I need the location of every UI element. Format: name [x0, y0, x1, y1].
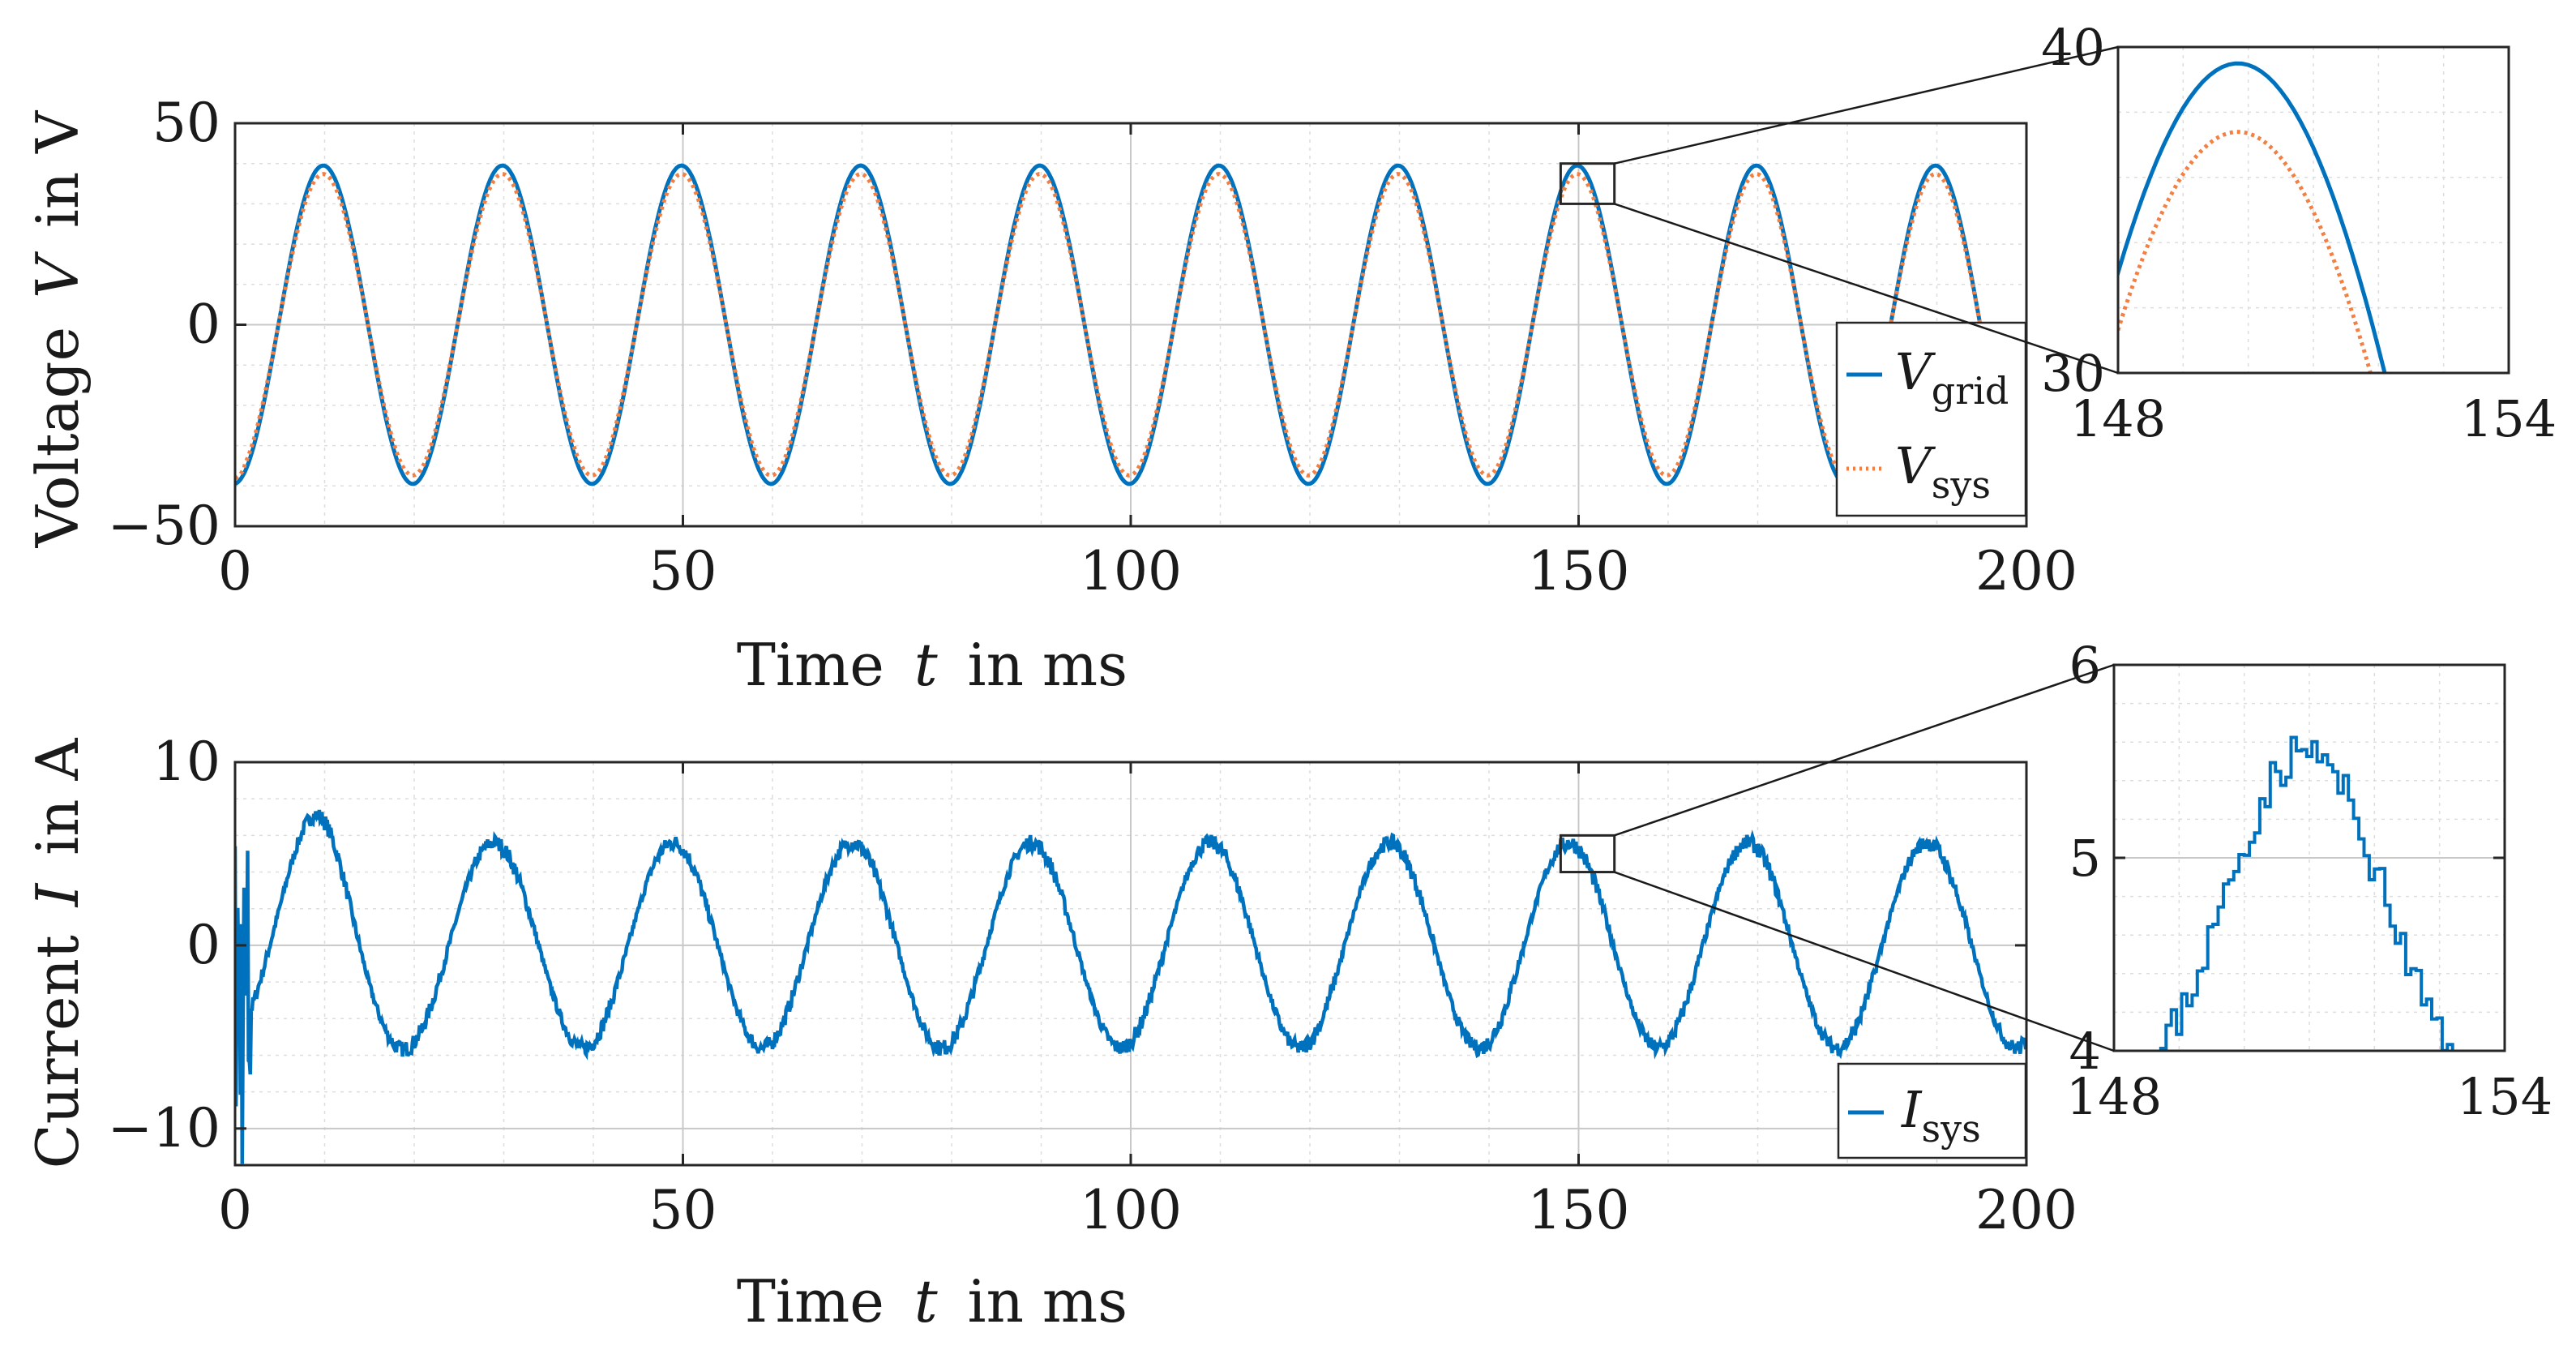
- legend-vsys-label: Vsys: [1895, 436, 1991, 507]
- voltage-inset-series-layer: [2118, 61, 2387, 373]
- current-main-plot: 0 50 100 150 200 −10 0 10 Isys Time t in ms Cur…: [24, 731, 2077, 1335]
- current-zoom-connectors: [1614, 663, 2115, 1052]
- current-zoom-box: [1559, 834, 1616, 874]
- x-tick-label: 100: [1080, 1179, 1182, 1241]
- voltage-grid: [234, 122, 2027, 527]
- x-tick-label: 148: [2070, 389, 2166, 448]
- x-tick-label: 0: [218, 540, 252, 602]
- y-tick-label: 10: [152, 731, 220, 793]
- inset-series-v-grid: [2118, 61, 2387, 373]
- voltage-zoom-connectors: [1614, 45, 2119, 375]
- current-x-axis-label: Time t in ms: [737, 1267, 1128, 1335]
- current-inset-tick-layer: 148 154 4 5 6: [2066, 636, 2552, 1126]
- y-tick-label: 40: [2041, 18, 2105, 77]
- y-tick-label: 30: [2041, 344, 2105, 403]
- y-tick-label: 5: [2069, 829, 2101, 888]
- x-tick-label: 200: [1975, 1179, 2077, 1241]
- current-grid: [234, 761, 2027, 1166]
- voltage-zoom-inset: 148 154 30 40: [2041, 18, 2557, 448]
- series-v-grid: [235, 163, 2026, 486]
- current-y-axis-label: Current I in A: [24, 738, 92, 1169]
- x-tick-label: 50: [649, 1179, 717, 1241]
- current-tick-layer: 0 50 100 150 200 −10 0 10: [108, 731, 2077, 1241]
- y-tick-label: 6: [2069, 636, 2101, 695]
- y-tick-label: 0: [186, 294, 220, 356]
- legend-isys-label: Isys: [1901, 1080, 1981, 1151]
- x-tick-label: 150: [1528, 1179, 1630, 1241]
- connector-bottom: [1614, 203, 2119, 375]
- legend-vgrid-label: Vgrid: [1895, 342, 2009, 413]
- current-inset-series-layer: [2154, 735, 2454, 1051]
- inset-series-v-sys: [2118, 130, 2373, 373]
- voltage-inset-grid: [2117, 46, 2510, 374]
- voltage-inset-tick-layer: 148 154 30 40: [2041, 18, 2557, 448]
- voltage-x-axis-label: Time t in ms: [737, 631, 1128, 699]
- x-tick-label: 0: [218, 1179, 252, 1241]
- y-tick-label: 50: [152, 92, 220, 154]
- y-tick-label: 4: [2069, 1022, 2101, 1081]
- y-tick-label: −50: [108, 495, 220, 557]
- x-tick-label: 154: [2461, 389, 2557, 448]
- voltage-legend: Vgrid Vsys: [1835, 321, 2027, 517]
- current-series-layer: [235, 809, 2026, 1164]
- x-tick-label: 200: [1975, 540, 2077, 602]
- connector-top: [1614, 663, 2115, 837]
- voltage-inset-frame: [2116, 45, 2510, 375]
- series-i-sys: [235, 809, 2026, 1164]
- voltage-zoom-box: [1559, 162, 1616, 205]
- x-tick-label: 50: [649, 540, 717, 602]
- current-legend: Isys: [1837, 1062, 2027, 1159]
- current-zoom-inset: 148 154 4 5 6: [2066, 636, 2552, 1126]
- inset-series-i-sys: [2154, 735, 2454, 1051]
- connector-bottom: [1614, 871, 2115, 1052]
- y-tick-label: −10: [108, 1097, 220, 1159]
- y-tick-label: 0: [186, 914, 220, 976]
- x-tick-label: 100: [1080, 540, 1182, 602]
- connector-top: [1614, 45, 2119, 165]
- voltage-y-axis-label: Voltage V in V: [24, 109, 92, 548]
- voltage-legend-box: [1835, 321, 2027, 517]
- x-tick-label: 150: [1528, 540, 1630, 602]
- current-inset-grid: [2113, 664, 2505, 1052]
- x-tick-label: 148: [2066, 1067, 2162, 1126]
- x-tick-label: 154: [2457, 1067, 2552, 1126]
